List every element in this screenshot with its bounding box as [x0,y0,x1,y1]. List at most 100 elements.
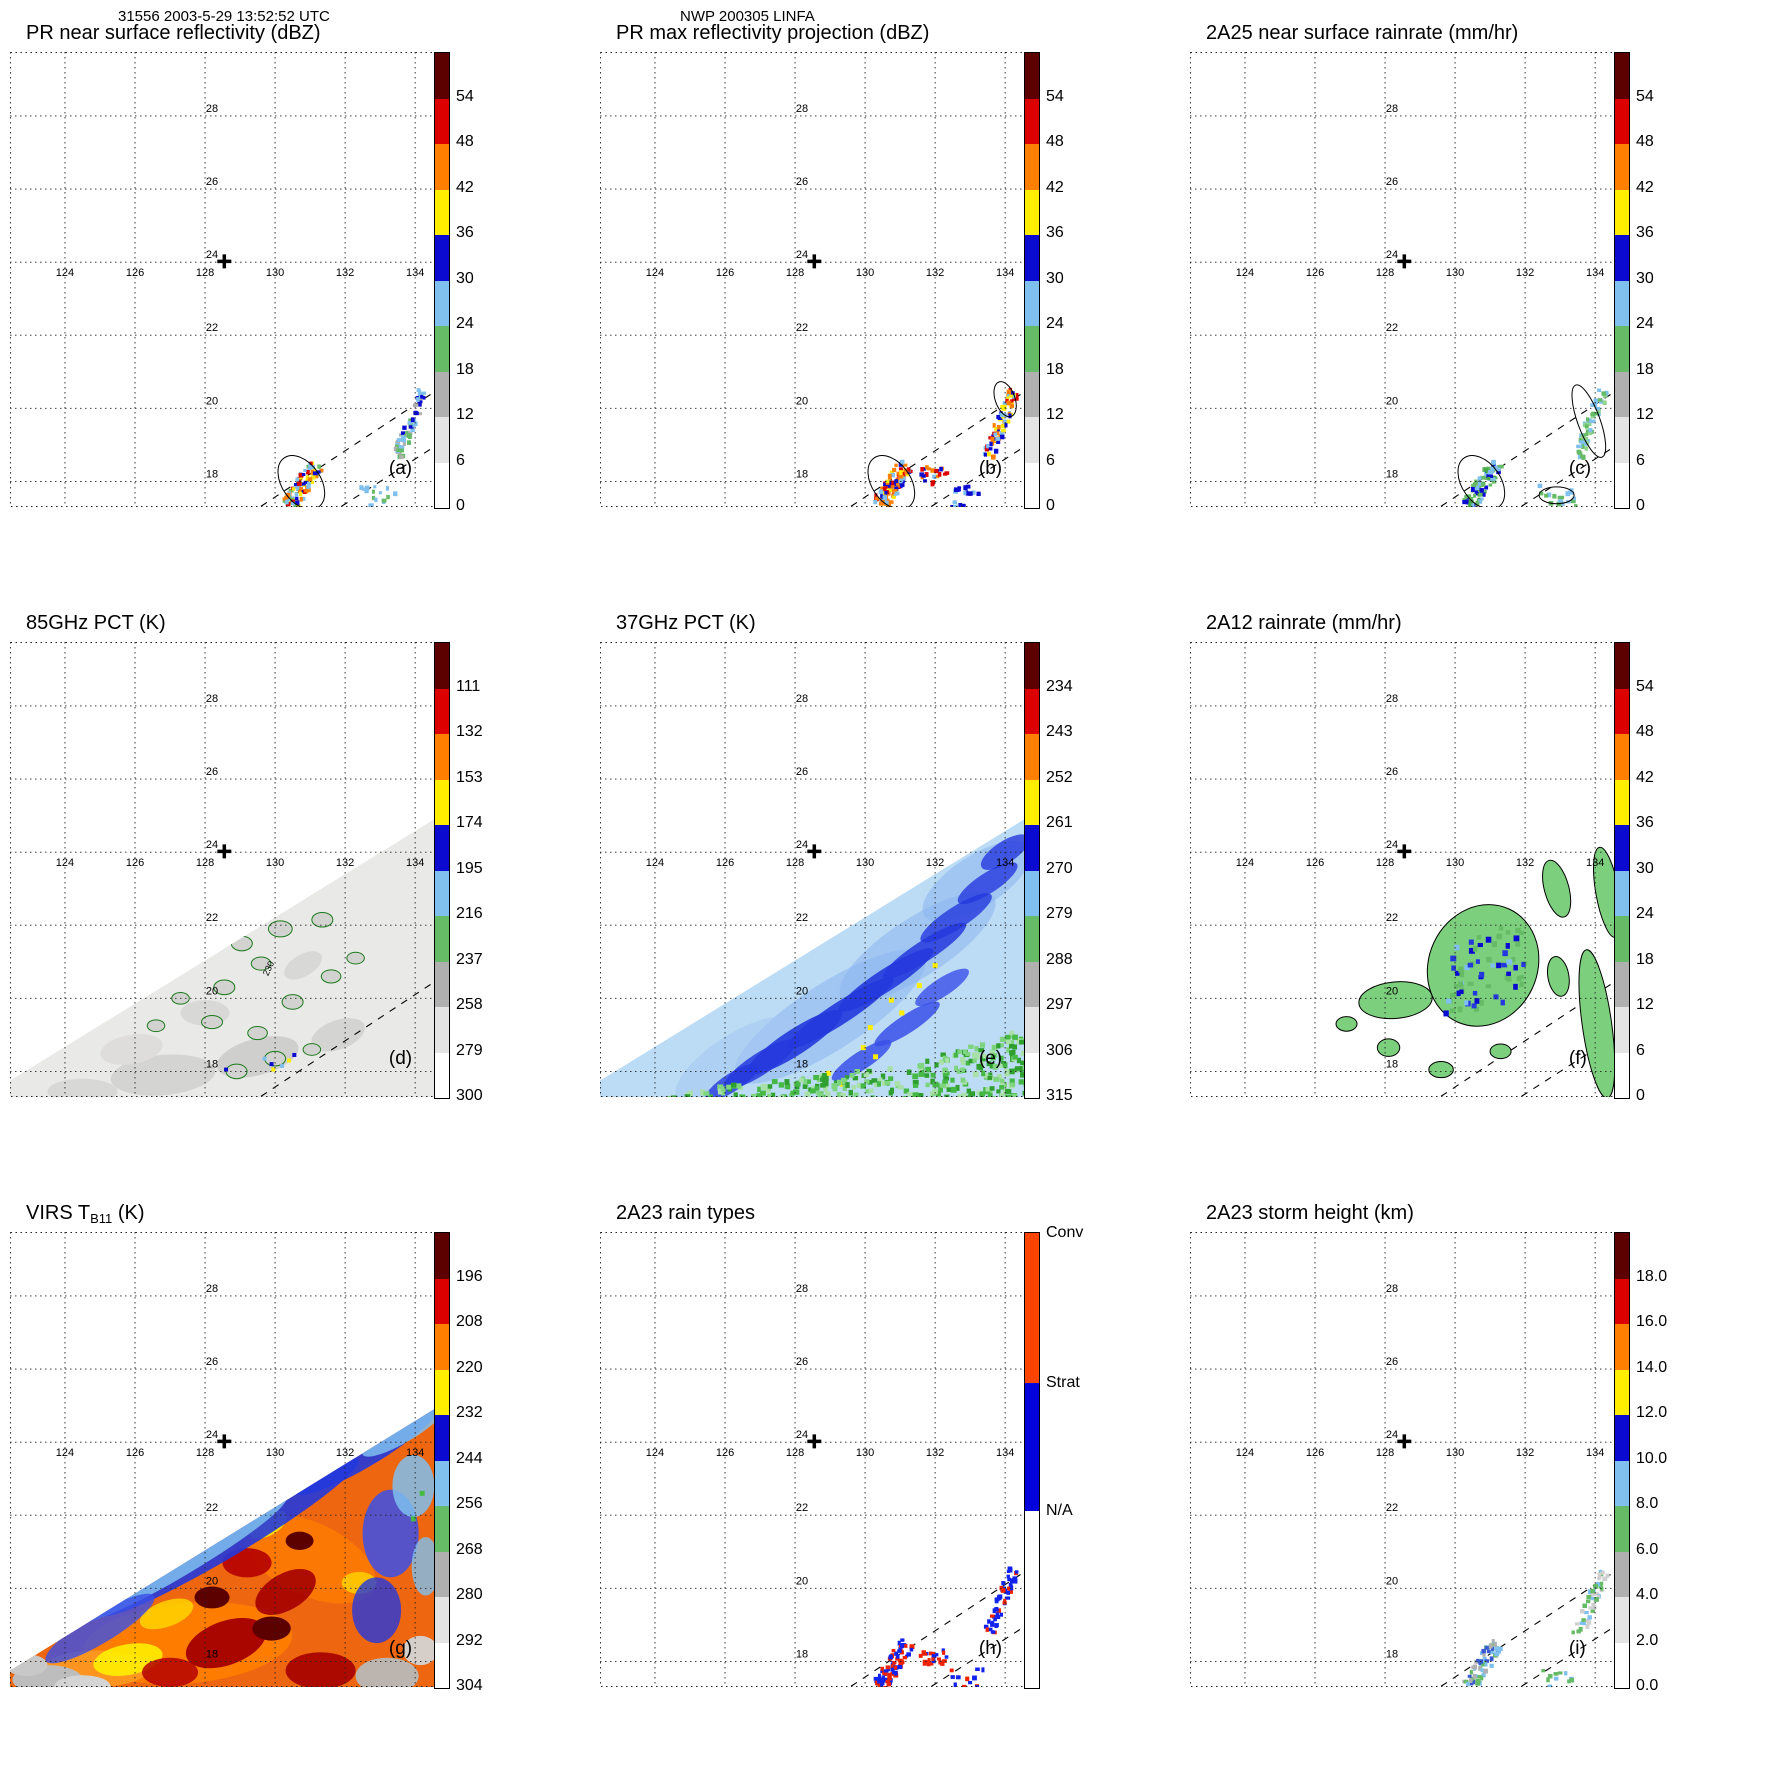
svg-text:134: 134 [996,857,1014,869]
colorbar-label: 18 [1046,360,1064,378]
colorbar-label: 288 [1046,950,1073,968]
svg-text:24: 24 [796,839,808,851]
colorbar-label: 132 [456,723,483,740]
colorbar-label: 48 [456,133,474,150]
svg-text:28: 28 [206,693,218,705]
svg-text:130: 130 [1446,1447,1464,1459]
panel-c: 2A25 near surface rainrate (mm/hr) 124 126… [1180,0,1770,590]
svg-text:26: 26 [1386,176,1398,188]
svg-text:126: 126 [126,267,144,279]
colorbar-label: 208 [456,1313,483,1330]
colorbar [1614,1232,1630,1689]
colorbar [434,1232,450,1689]
colorbar-label: 36 [1636,224,1654,241]
svg-text:26: 26 [796,176,808,188]
svg-text:24: 24 [1386,249,1398,261]
panel-title: VIRS TB11 (K) [26,1202,145,1226]
colorbar-label: 261 [1046,814,1073,831]
svg-text:18: 18 [206,1058,218,1070]
svg-text:22: 22 [796,912,808,924]
svg-text:26: 26 [1386,766,1398,778]
colorbar-label: 220 [456,1358,483,1376]
colorbar [1614,52,1630,509]
colorbar-label: 48 [1046,133,1064,150]
map-plot: 124 126 128 130 132 134 18 20 22 24 26 28 (f) [1190,642,1622,1099]
panel-letter-label: (f) [1569,1048,1587,1069]
colorbar-label: 14.0 [1636,1358,1668,1376]
colorbar-label: 268 [456,1540,483,1558]
colorbar-label: 6 [456,451,465,469]
svg-text:126: 126 [126,857,144,869]
svg-text:128: 128 [1376,1447,1394,1459]
colorbar-label: 30 [1636,269,1654,287]
panel-title: 2A25 near surface rainrate (mm/hr) [1206,22,1519,44]
colorbar-label: 42 [1636,178,1654,196]
svg-text:28: 28 [206,103,218,115]
colorbar-label: 279 [456,1041,483,1059]
svg-text:124: 124 [1236,857,1254,869]
svg-text:126: 126 [716,857,734,869]
svg-text:126: 126 [126,1447,144,1459]
svg-text:20: 20 [206,985,218,997]
svg-text:130: 130 [266,267,284,279]
svg-text:134: 134 [406,1447,424,1459]
svg-text:130: 130 [266,1447,284,1459]
map-plot: 124 126 128 130 132 134 18 20 22 24 26 28 (e) [600,642,1030,1098]
svg-text:20: 20 [206,1575,218,1587]
colorbar-label: 12 [1636,406,1654,423]
colorbar-label: 18 [456,360,474,378]
colorbar-label: Strat [1046,1374,1080,1392]
svg-text:20: 20 [796,1575,808,1587]
svg-text:132: 132 [336,857,354,869]
svg-text:28: 28 [796,1283,808,1295]
svg-text:24: 24 [206,1429,218,1441]
svg-text:20: 20 [1386,395,1398,407]
colorbar-label: 2.0 [1636,1631,1659,1649]
svg-text:24: 24 [1386,1429,1398,1441]
svg-text:124: 124 [646,267,664,279]
svg-text:132: 132 [1516,1447,1534,1459]
svg-text:130: 130 [266,857,284,869]
svg-text:24: 24 [206,839,218,851]
svg-text:128: 128 [786,267,804,279]
colorbar-label: 42 [1046,178,1064,196]
svg-text:24: 24 [206,249,218,261]
colorbar [1024,642,1040,1099]
colorbar-label: 54 [1046,87,1064,105]
svg-text:28: 28 [796,103,808,115]
panel-title: 2A23 storm height (km) [1206,1202,1414,1224]
svg-text:124: 124 [646,1447,664,1459]
colorbar [1024,52,1040,509]
panel-letter-label: (g) [389,1638,412,1659]
colorbar [434,642,450,1099]
panel-a: PR near surface reflectivity (dBZ) 124 126… [0,0,590,590]
colorbar-label: 54 [456,87,474,105]
svg-text:18: 18 [796,1058,808,1070]
colorbar-label: 10.0 [1636,1449,1668,1467]
colorbar [1614,642,1630,1099]
colorbar-label: 153 [456,768,483,786]
colorbar-label: 18 [1636,950,1654,968]
svg-text:28: 28 [206,1283,218,1295]
panel-letter-label: (d) [389,1048,412,1069]
colorbar-label: 244 [456,1449,483,1467]
svg-text:134: 134 [1586,267,1604,279]
svg-text:20: 20 [796,985,808,997]
panel-letter-label: (e) [979,1048,1002,1069]
svg-text:134: 134 [996,267,1014,279]
svg-text:18: 18 [1386,468,1398,480]
svg-text:26: 26 [206,1356,218,1368]
colorbar-label: 232 [456,1404,483,1421]
colorbar-label: 6.0 [1636,1540,1659,1558]
panel-letter-label: (c) [1569,458,1591,479]
svg-text:128: 128 [1376,857,1394,869]
colorbar-label: 48 [1636,133,1654,150]
map-plot: 124 126 128 130 132 134 18 20 22 24 26 28 (g) [10,1232,440,1688]
colorbar-label: 16.0 [1636,1313,1668,1330]
svg-text:126: 126 [716,267,734,279]
panel-title: PR max reflectivity projection (dBZ) [616,22,930,44]
colorbar-label: 174 [456,814,483,831]
svg-text:130: 130 [856,267,874,279]
colorbar-label: Conv [1046,1224,1084,1241]
colorbar-label: 196 [456,1267,483,1285]
